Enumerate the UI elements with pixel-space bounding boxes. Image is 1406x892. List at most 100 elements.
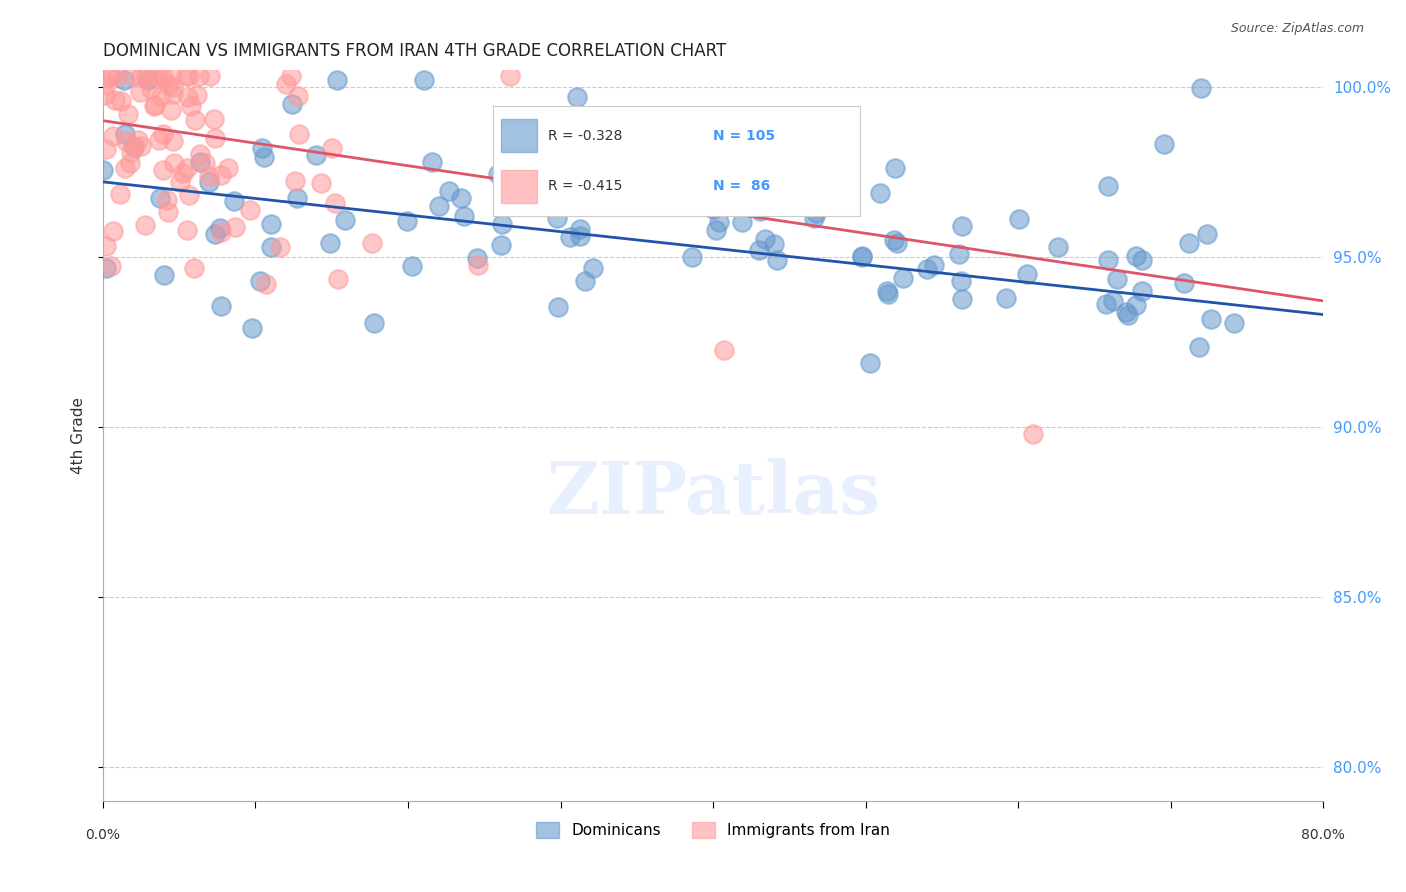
Text: Source: ZipAtlas.com: Source: ZipAtlas.com [1230, 22, 1364, 36]
Point [326, 73, 349, 87]
Point [762, 237, 785, 252]
Point [571, 191, 593, 205]
Point [240, 321, 263, 335]
Point [333, 213, 356, 227]
Point [994, 291, 1017, 305]
Point [194, 156, 217, 170]
Point [176, 161, 198, 175]
Point [112, 73, 135, 87]
Point [169, 175, 191, 189]
Point [280, 70, 302, 84]
Point [284, 173, 307, 187]
Point [110, 94, 132, 108]
Point [162, 80, 184, 95]
Point [174, 70, 197, 84]
Point [260, 217, 283, 231]
Point [159, 78, 181, 92]
Point [160, 70, 183, 84]
Point [1132, 284, 1154, 298]
Point [114, 128, 136, 142]
Point [101, 129, 124, 144]
Text: 0.0%: 0.0% [86, 828, 121, 842]
Point [1097, 253, 1119, 268]
Point [859, 356, 882, 370]
Point [893, 271, 915, 285]
Point [869, 186, 891, 200]
Point [152, 127, 174, 141]
Point [269, 240, 291, 254]
Point [117, 106, 139, 120]
Point [309, 176, 332, 190]
Point [606, 144, 628, 158]
Point [1102, 294, 1125, 309]
Point [105, 70, 128, 84]
Point [395, 214, 418, 228]
Text: 80.0%: 80.0% [1302, 828, 1346, 842]
Point [1115, 305, 1137, 319]
Point [766, 252, 789, 267]
Point [91, 162, 114, 177]
Point [149, 191, 172, 205]
Point [731, 215, 754, 229]
Point [1188, 340, 1211, 354]
Point [565, 193, 588, 207]
Point [569, 229, 592, 244]
Point [565, 90, 588, 104]
Point [323, 196, 346, 211]
Point [748, 243, 770, 257]
Point [326, 272, 349, 286]
Point [127, 133, 149, 147]
Point [202, 112, 225, 126]
Point [114, 134, 136, 148]
Point [274, 77, 297, 91]
Text: ZIPatlas: ZIPatlas [546, 458, 880, 529]
Point [108, 186, 131, 201]
Point [499, 70, 522, 84]
Point [797, 129, 820, 144]
Point [1116, 308, 1139, 322]
Point [1094, 297, 1116, 311]
Point [702, 202, 724, 216]
Point [120, 145, 142, 159]
Point [948, 247, 970, 261]
Point [188, 155, 211, 169]
Point [695, 178, 717, 193]
Point [188, 147, 211, 161]
Point [208, 220, 231, 235]
Point [318, 235, 340, 250]
Point [142, 98, 165, 112]
Point [122, 140, 145, 154]
Point [152, 163, 174, 178]
Point [135, 70, 157, 84]
Point [501, 162, 523, 177]
Point [437, 184, 460, 198]
Point [709, 215, 731, 229]
Point [321, 141, 343, 155]
Point [136, 73, 159, 87]
Point [94, 142, 117, 156]
Point [162, 134, 184, 148]
Point [150, 89, 173, 103]
Point [281, 97, 304, 112]
Point [420, 154, 443, 169]
Point [884, 161, 907, 176]
Point [114, 161, 136, 176]
Point [249, 274, 271, 288]
Point [187, 70, 209, 84]
Point [204, 227, 226, 241]
Point [467, 258, 489, 272]
Point [605, 187, 627, 202]
Point [97, 70, 120, 84]
Point [180, 98, 202, 112]
Point [183, 261, 205, 276]
Point [197, 175, 219, 189]
Point [922, 258, 945, 272]
Y-axis label: 4th Grade: 4th Grade [72, 397, 86, 474]
Point [224, 194, 246, 209]
Point [134, 218, 156, 232]
Point [1199, 312, 1222, 326]
Point [1125, 249, 1147, 263]
Point [204, 131, 226, 145]
Point [704, 222, 727, 236]
Point [94, 239, 117, 253]
